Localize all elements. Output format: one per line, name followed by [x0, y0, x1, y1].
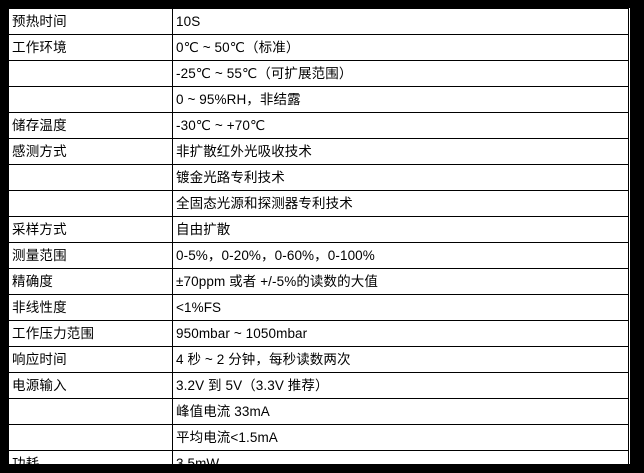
table-row: -25℃ ~ 55℃（可扩展范围） — [8, 60, 629, 87]
document-sheet: 预热时间 10S 工作环境 0℃ ~ 50℃（标准） -25℃ ~ 55℃（可扩展范围）… — [8, 8, 630, 464]
row-label-empty — [8, 164, 173, 191]
table-row: 工作环境 0℃ ~ 50℃（标准） — [8, 34, 629, 61]
table-row: 工作压力范围 950mbar ~ 1050mbar — [8, 320, 629, 347]
row-label-empty — [8, 398, 173, 425]
table-row: 电源输入 3.2V 到 5V（3.3V 推荐） — [8, 372, 629, 399]
row-value: 950mbar ~ 1050mbar — [172, 320, 629, 347]
row-value: 自由扩散 — [172, 216, 629, 243]
row-value: 镀金光路专利技术 — [172, 164, 629, 191]
table-row: 精确度 ±70ppm 或者 +/-5%的读数的大值 — [8, 268, 629, 295]
row-label: 采样方式 — [8, 216, 173, 243]
row-value: 0-5%，0-20%，0-60%，0-100% — [172, 242, 629, 269]
row-value: 3.2V 到 5V（3.3V 推荐） — [172, 372, 629, 399]
row-value: 3.5mW — [172, 450, 629, 464]
table-row: 平均电流<1.5mA — [8, 424, 629, 451]
row-label: 感测方式 — [8, 138, 173, 165]
table-row: 非线性度 <1%FS — [8, 294, 629, 321]
row-label: 精确度 — [8, 268, 173, 295]
table-body: 预热时间 10S 工作环境 0℃ ~ 50℃（标准） -25℃ ~ 55℃（可扩展范围）… — [8, 8, 629, 464]
row-label: 功耗 — [8, 450, 173, 464]
row-label-empty — [8, 60, 173, 87]
row-value: 10S — [172, 8, 629, 35]
row-value: 0℃ ~ 50℃（标准） — [172, 34, 629, 61]
table-row: 全固态光源和探测器专利技术 — [8, 190, 629, 217]
row-label-empty — [8, 86, 173, 113]
row-label-empty — [8, 190, 173, 217]
row-value: 0 ~ 95%RH，非结露 — [172, 86, 629, 113]
table-row: 测量范围 0-5%，0-20%，0-60%，0-100% — [8, 242, 629, 269]
row-label: 响应时间 — [8, 346, 173, 373]
table-row: 响应时间 4 秒 ~ 2 分钟，每秒读数两次 — [8, 346, 629, 373]
row-value: 平均电流<1.5mA — [172, 424, 629, 451]
row-label: 预热时间 — [8, 8, 173, 35]
table-row: 感测方式 非扩散红外光吸收技术 — [8, 138, 629, 165]
table-row: 峰值电流 33mA — [8, 398, 629, 425]
row-value: -30℃ ~ +70℃ — [172, 112, 629, 139]
row-value: 4 秒 ~ 2 分钟，每秒读数两次 — [172, 346, 629, 373]
table-row: 功耗 3.5mW — [8, 450, 629, 464]
row-label: 电源输入 — [8, 372, 173, 399]
row-label: 非线性度 — [8, 294, 173, 321]
row-value: -25℃ ~ 55℃（可扩展范围） — [172, 60, 629, 87]
table-row: 采样方式 自由扩散 — [8, 216, 629, 243]
row-value: <1%FS — [172, 294, 629, 321]
row-value: ±70ppm 或者 +/-5%的读数的大值 — [172, 268, 629, 295]
row-value: 峰值电流 33mA — [172, 398, 629, 425]
row-value: 非扩散红外光吸收技术 — [172, 138, 629, 165]
specification-table: 预热时间 10S 工作环境 0℃ ~ 50℃（标准） -25℃ ~ 55℃（可扩展范围）… — [8, 8, 629, 464]
row-label: 工作压力范围 — [8, 320, 173, 347]
table-row: 预热时间 10S — [8, 8, 629, 35]
row-label: 工作环境 — [8, 34, 173, 61]
table-row: 储存温度 -30℃ ~ +70℃ — [8, 112, 629, 139]
row-label: 测量范围 — [8, 242, 173, 269]
row-label-empty — [8, 424, 173, 451]
row-label: 储存温度 — [8, 112, 173, 139]
table-row: 0 ~ 95%RH，非结露 — [8, 86, 629, 113]
table-row: 镀金光路专利技术 — [8, 164, 629, 191]
row-value: 全固态光源和探测器专利技术 — [172, 190, 629, 217]
